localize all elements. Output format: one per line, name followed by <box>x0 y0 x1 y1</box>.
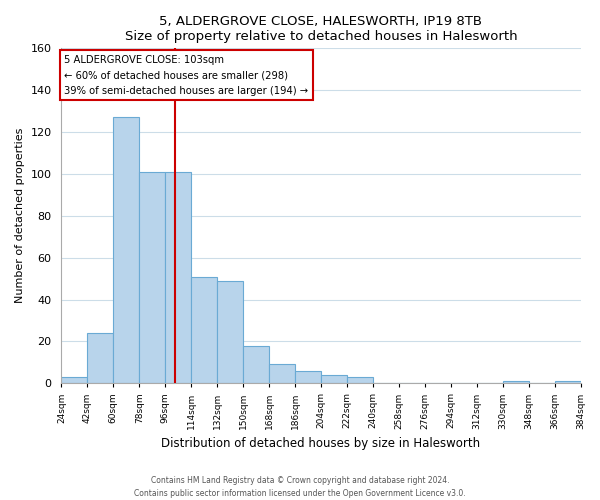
Bar <box>295 370 321 384</box>
Bar <box>503 381 529 384</box>
Bar <box>139 172 165 384</box>
Bar <box>165 172 191 384</box>
Bar <box>113 118 139 384</box>
Bar <box>88 333 113 384</box>
X-axis label: Distribution of detached houses by size in Halesworth: Distribution of detached houses by size … <box>161 437 481 450</box>
Bar <box>243 346 269 384</box>
Bar <box>191 276 217 384</box>
Text: Contains HM Land Registry data © Crown copyright and database right 2024.
Contai: Contains HM Land Registry data © Crown c… <box>134 476 466 498</box>
Text: 5 ALDERGROVE CLOSE: 103sqm
← 60% of detached houses are smaller (298)
39% of sem: 5 ALDERGROVE CLOSE: 103sqm ← 60% of deta… <box>64 54 308 96</box>
Bar <box>269 364 295 384</box>
Bar <box>321 375 347 384</box>
Y-axis label: Number of detached properties: Number of detached properties <box>15 128 25 304</box>
Bar <box>217 280 243 384</box>
Bar <box>347 377 373 384</box>
Bar <box>61 377 88 384</box>
Bar <box>554 381 581 384</box>
Title: 5, ALDERGROVE CLOSE, HALESWORTH, IP19 8TB
Size of property relative to detached : 5, ALDERGROVE CLOSE, HALESWORTH, IP19 8T… <box>125 15 517 43</box>
